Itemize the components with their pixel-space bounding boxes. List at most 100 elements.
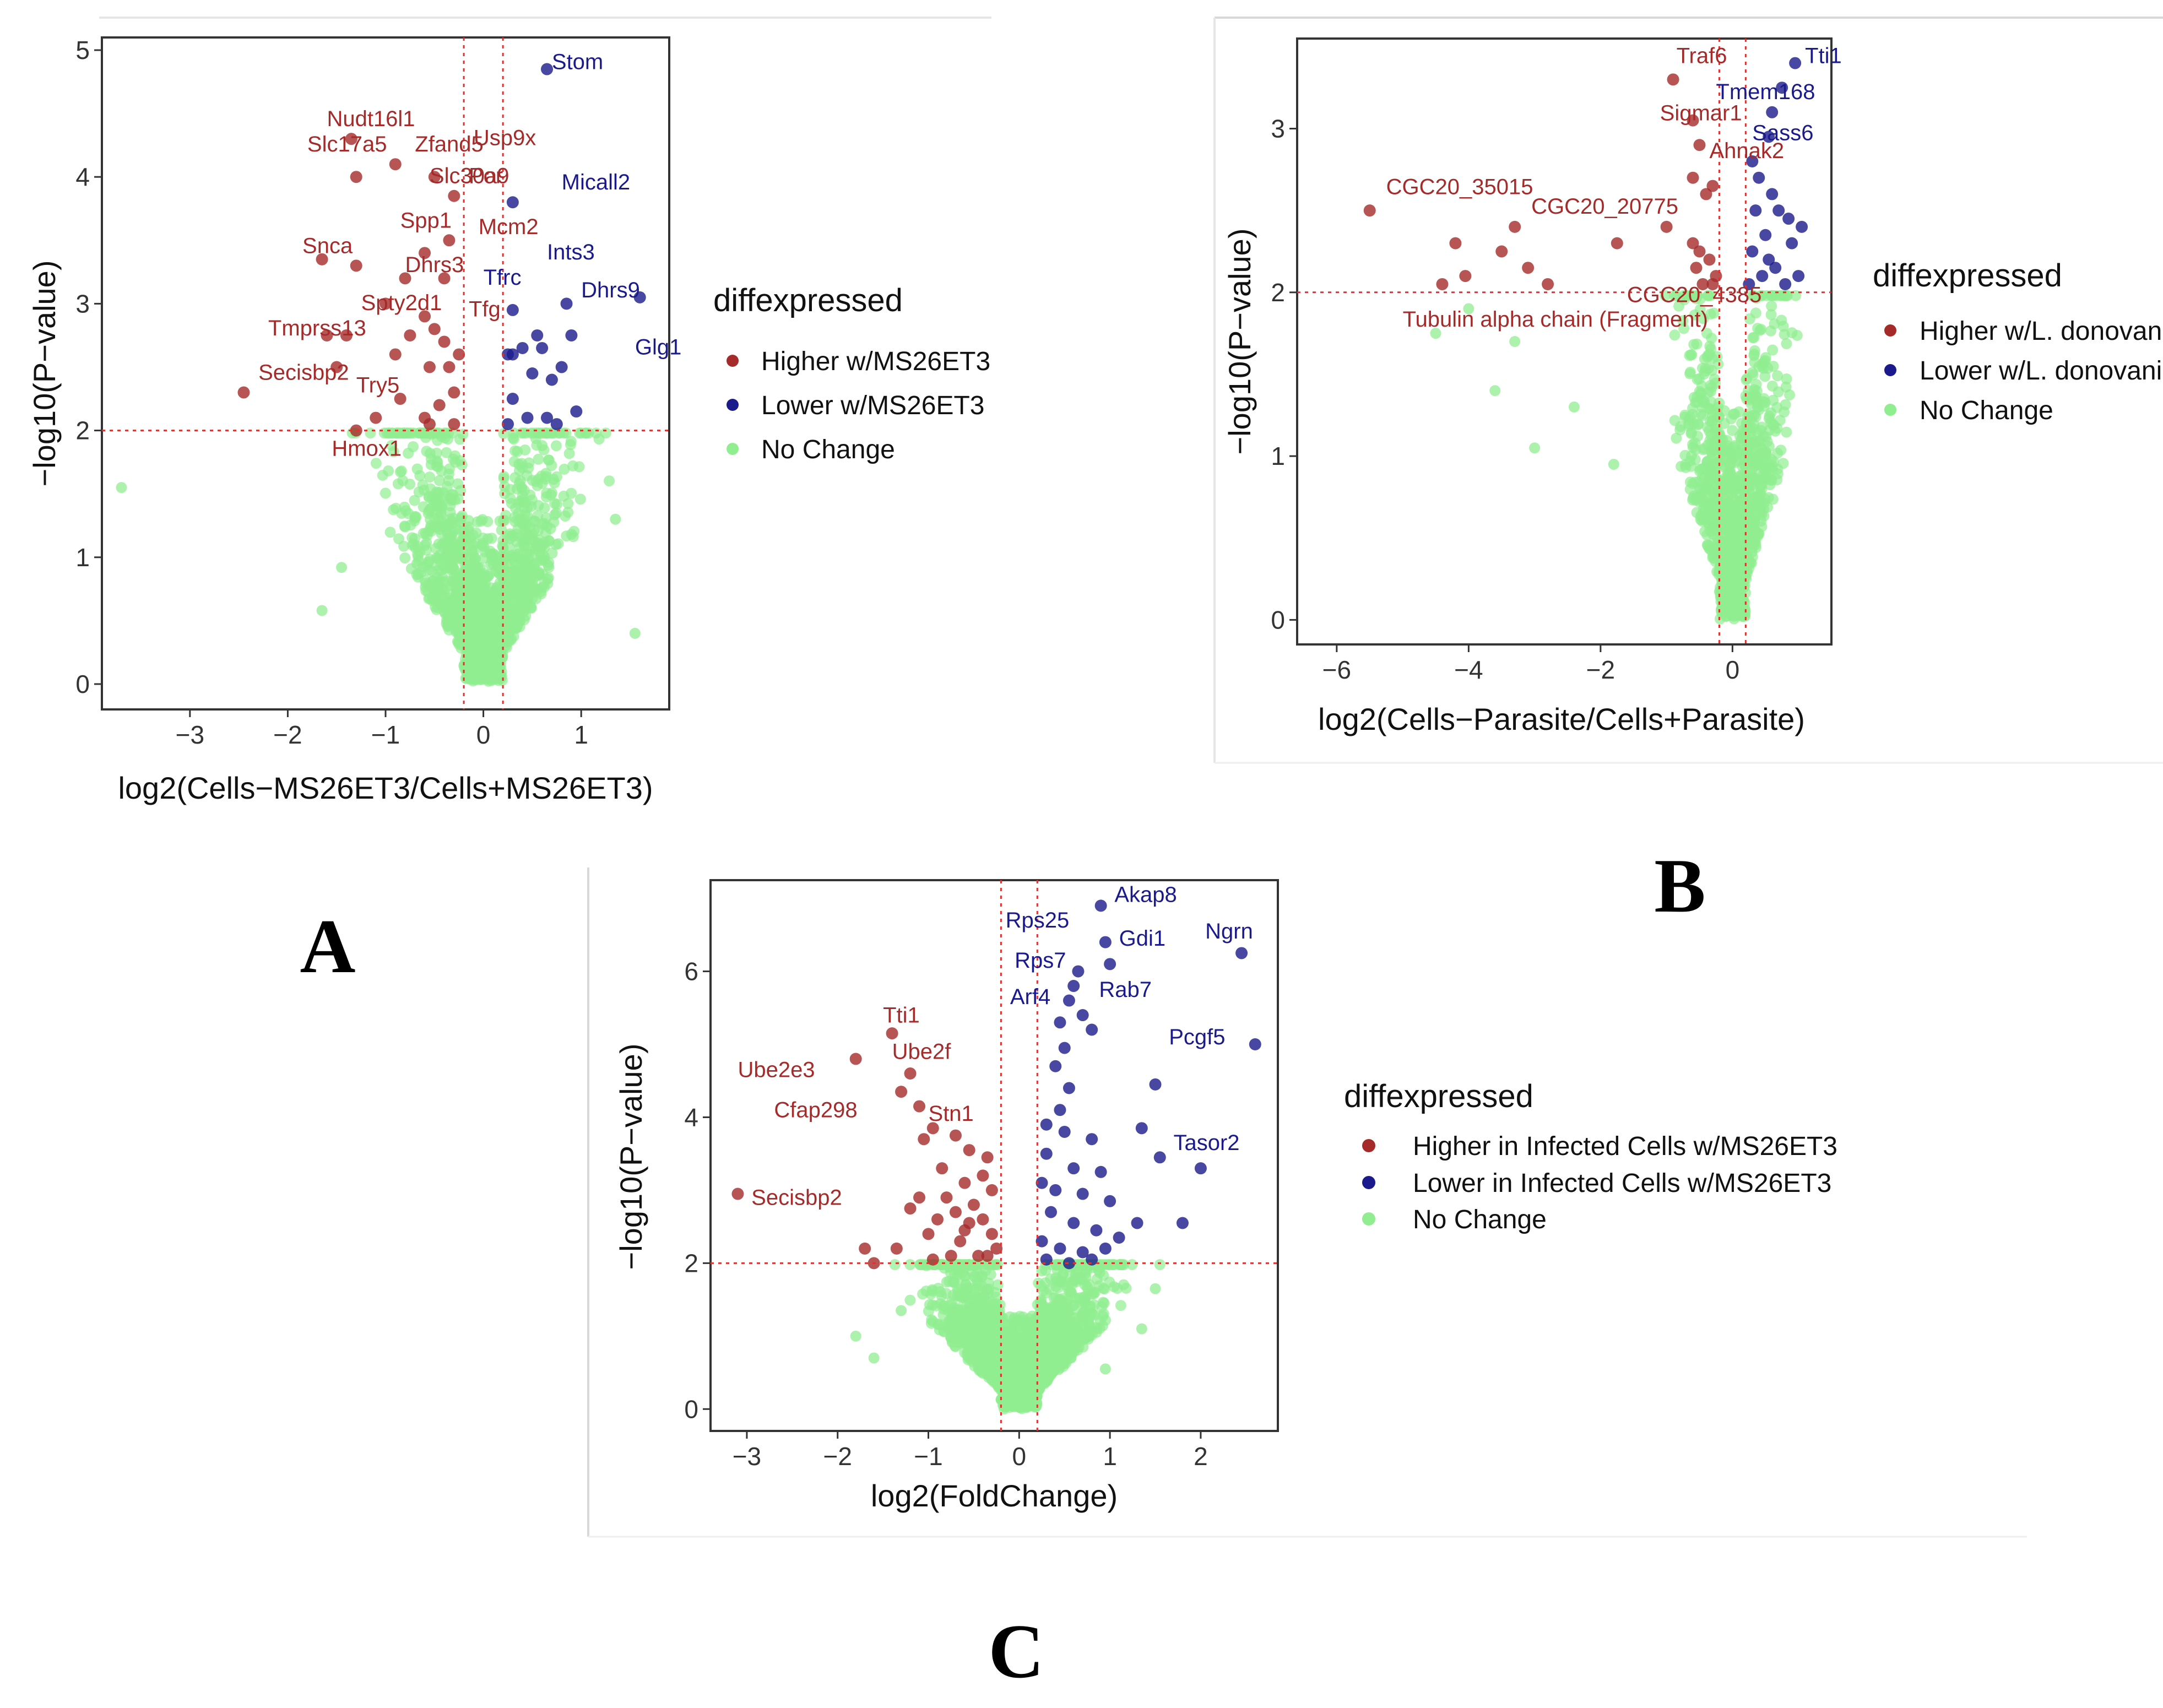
point-nochange [1776, 315, 1787, 326]
point-lower [565, 329, 578, 341]
point-nochange [530, 433, 541, 444]
point-nochange [535, 586, 546, 598]
point-higher [981, 1151, 994, 1164]
point-higher [913, 1191, 926, 1204]
point-nochange [540, 427, 551, 439]
point-nochange [1750, 307, 1761, 319]
point-nochange [1669, 415, 1680, 426]
point-nochange [420, 585, 432, 597]
point-nochange [533, 453, 544, 465]
legend-title: diffexpressed [713, 283, 903, 318]
point-nochange [1754, 324, 1766, 336]
point-nochange [1697, 410, 1709, 421]
point-higher [967, 1199, 980, 1211]
y-tick-label: 3 [75, 289, 90, 318]
x-axis-title: log2(Cells−MS26ET3/Cells+MS26ET3) [118, 771, 653, 805]
point-nochange [1701, 456, 1713, 468]
point-nochange [1080, 1297, 1091, 1308]
y-tick-label: 2 [75, 416, 90, 445]
x-tick-label: −2 [273, 720, 302, 749]
point-lower [506, 196, 519, 209]
point-higher [350, 424, 362, 437]
point-nochange [963, 1316, 975, 1328]
point-nochange [1749, 384, 1760, 395]
gene-label: Tti1 [1805, 44, 1842, 68]
point-lower [1049, 1060, 1062, 1072]
point-nochange [971, 1275, 983, 1286]
point-nochange [482, 533, 494, 545]
point-nochange [1738, 494, 1749, 505]
point-nochange [519, 444, 531, 456]
point-nochange [411, 463, 423, 475]
point-nochange [499, 481, 510, 492]
point-nochange [983, 1277, 994, 1289]
point-lower [541, 63, 554, 75]
point-nochange [1029, 1315, 1040, 1326]
point-lower [1792, 270, 1805, 283]
point-higher [419, 247, 431, 259]
y-tick-label: 2 [684, 1249, 698, 1277]
point-nochange [1712, 402, 1723, 413]
point-nochange [1022, 1327, 1033, 1339]
point-lower [1104, 958, 1116, 970]
gene-label: CGC20_35015 [1386, 175, 1533, 199]
point-lower [1054, 1242, 1066, 1255]
point-nochange [1057, 1298, 1069, 1310]
point-nochange [431, 584, 442, 595]
point-higher [949, 1206, 962, 1218]
y-tick-label: 6 [684, 957, 698, 986]
point-nochange [1684, 368, 1696, 379]
gene-label: Tti1 [883, 1003, 920, 1027]
point-nochange [1725, 468, 1737, 480]
point-nochange [1043, 1372, 1054, 1384]
point-nochange [1489, 385, 1501, 397]
point-higher [350, 259, 362, 272]
x-axis-title: log2(FoldChange) [871, 1478, 1118, 1513]
y-tick-label: 2 [1271, 278, 1285, 307]
point-nochange [1779, 329, 1790, 340]
legend-swatch-higher [1884, 324, 1896, 337]
point-higher [977, 1213, 989, 1226]
point-higher [1660, 220, 1673, 233]
point-nochange [1005, 1346, 1017, 1358]
point-higher [423, 418, 436, 431]
point-higher [945, 1250, 957, 1262]
point-nochange [1771, 474, 1783, 485]
x-tick-label: −3 [176, 720, 204, 749]
point-nochange [435, 520, 447, 532]
point-nochange [424, 471, 436, 483]
point-higher [448, 189, 460, 202]
point-nochange [1720, 601, 1732, 612]
point-nochange [539, 502, 550, 514]
point-nochange [431, 596, 443, 608]
point-nochange [500, 598, 511, 610]
point-nochange [565, 439, 576, 451]
point-nochange [1753, 404, 1765, 416]
point-nochange [420, 528, 431, 539]
point-nochange [455, 512, 467, 523]
point-higher [1706, 180, 1719, 192]
point-higher [940, 1191, 953, 1204]
point-nochange [440, 427, 452, 439]
point-higher [904, 1202, 917, 1215]
point-nochange [1772, 370, 1783, 382]
point-nochange [409, 533, 420, 544]
point-nochange [509, 445, 521, 457]
point-nochange [1733, 553, 1744, 565]
point-nochange [1008, 1329, 1020, 1340]
point-nochange [1715, 613, 1726, 625]
point-nochange [1772, 463, 1783, 475]
point-higher [886, 1027, 898, 1040]
point-lower [545, 373, 558, 386]
legend-label-lower: Lower w/L. donovani [1920, 356, 2162, 386]
point-lower [1113, 1232, 1125, 1244]
point-nochange [1756, 509, 1768, 520]
gene-label: Tmprss13 [268, 316, 366, 340]
point-nochange [1742, 411, 1753, 422]
point-higher [922, 1228, 935, 1240]
x-tick-label: −4 [1454, 655, 1483, 684]
point-nochange [421, 544, 432, 556]
legend-label-higher: Higher w/L. donovani [1920, 317, 2163, 346]
point-nochange [413, 555, 424, 567]
